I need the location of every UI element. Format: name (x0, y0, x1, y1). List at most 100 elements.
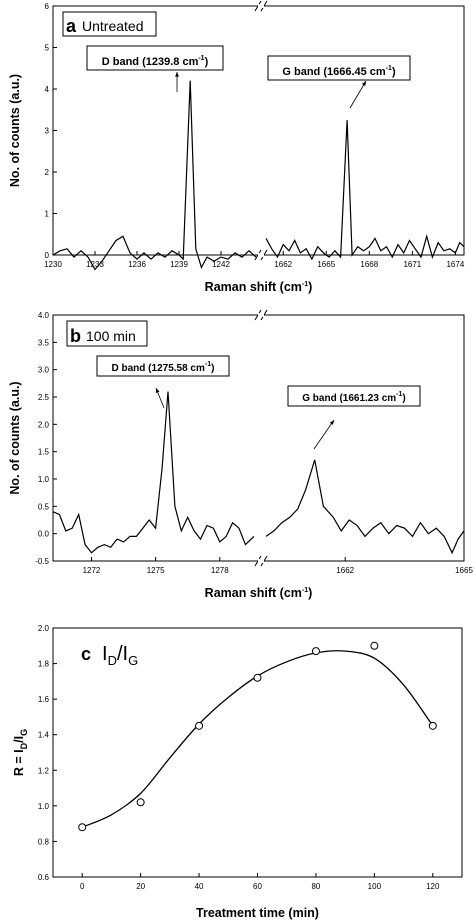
band-label-close: ) (211, 363, 214, 374)
band-label-sup: -1 (396, 391, 402, 398)
axis-break-gap (258, 253, 264, 257)
x-tick-label: 1665 (317, 260, 335, 269)
x-axis-label-text: Raman shift (cm (205, 280, 302, 294)
x-tick-label: 60 (253, 882, 262, 891)
plot-frame (52, 314, 465, 562)
panel-label: b (70, 326, 81, 346)
title-part: /I (117, 643, 128, 665)
arrow-head (362, 81, 366, 86)
x-tick-label: 100 (368, 882, 382, 891)
title-part: I (102, 643, 108, 665)
arrow-head (329, 420, 334, 425)
data-point (195, 721, 204, 730)
band-label: D band (1239.8 cm-1) (102, 55, 209, 68)
x-tick-label: 1242 (212, 260, 230, 269)
data-point (253, 673, 262, 682)
y-tick-label: 6 (45, 2, 50, 11)
title-sub: D (108, 653, 117, 668)
x-tick-label: 20 (136, 882, 145, 891)
band-label-box (287, 385, 421, 407)
panel-a: 0 1 2 3 4 5 6 1230 1233 1236 1239 1242 1662 1665 1668 1… (8, 0, 465, 294)
x-axis-label-close: ) (308, 280, 312, 294)
y-tick-label: 5 (45, 44, 50, 53)
x-tick-label: 1671 (403, 260, 421, 269)
data-point (428, 721, 437, 730)
x-tick-label: 1278 (211, 566, 229, 575)
x-tick-label: 1662 (274, 260, 292, 269)
data-point (311, 647, 320, 656)
x-axis-label-sup: -1 (302, 587, 308, 594)
panel-title: Untreated (82, 18, 143, 34)
panel-label: a (66, 16, 77, 36)
y-tick-label: 2.0 (38, 420, 50, 429)
band-label-box (96, 355, 230, 377)
spectrum-line (52, 391, 255, 554)
ylabel-part: /I (12, 736, 26, 743)
band-label-close: ) (392, 66, 396, 78)
x-tick-label: 1275 (147, 566, 165, 575)
y-tick-label: 2.5 (38, 393, 50, 402)
data-point (78, 823, 87, 832)
x-tick-label: 1236 (128, 260, 146, 269)
y-tick-label: 1 (45, 210, 50, 219)
band-label-text: G band (1666.45 cm (282, 66, 386, 78)
y-axis-label: No. of counts (a.u.) (8, 381, 22, 494)
y-tick-label: 2 (45, 168, 50, 177)
y-tick-label: 3 (45, 127, 50, 136)
band-label-text: G band (1661.23 cm (302, 393, 396, 404)
y-tick-label: 0.8 (38, 837, 50, 846)
y-tick-label: 1.4 (38, 731, 50, 740)
ylabel-part: R = I (12, 749, 26, 776)
y-tick-label: -0.5 (35, 557, 49, 566)
band-label: D band (1275.58 cm-1) (112, 361, 215, 374)
title-sub: G (128, 653, 138, 668)
y-tick-label: 4.0 (38, 311, 50, 320)
y-axis-label: No. of counts (a.u.) (8, 74, 22, 187)
y-tick-label: 3.5 (38, 338, 50, 347)
panel-label-box (66, 320, 148, 347)
y-axis-label: R = ID/IG (12, 729, 29, 776)
y-tick-label: 1.6 (38, 695, 50, 704)
panel-c: 0.6 0.8 1.0 1.2 1.4 1.6 1.8 2.0 0 20 40 60 80 100 120 c… (12, 624, 463, 920)
x-tick-label: 0 (80, 882, 85, 891)
axis-break-gap (258, 4, 264, 8)
axis-break-gap (258, 313, 264, 317)
ylabel-sub: D (19, 742, 29, 749)
panel-b: -0.5 0.0 0.5 1.0 1.5 2.0 2.5 3.0 3.5 4.0 1272 1275 1… (8, 309, 473, 600)
y-tick-label: 0.6 (38, 873, 50, 882)
x-tick-label: 40 (195, 882, 204, 891)
x-tick-label: 120 (426, 882, 440, 891)
arrow-head (175, 72, 179, 77)
x-tick-label: 1233 (86, 260, 104, 269)
x-axis-label: Raman shift (cm-1) (205, 586, 313, 600)
spectrum-line (52, 80, 257, 271)
spectrum-line (265, 120, 465, 261)
y-tick-label: 0.0 (38, 530, 50, 539)
plot-frame (52, 5, 465, 256)
band-label-close: ) (402, 393, 405, 404)
x-tick-label: 1230 (44, 260, 62, 269)
x-axis-label-text: Raman shift (cm (205, 586, 302, 600)
band-label-sup: -1 (205, 361, 211, 368)
band-label-box (86, 45, 224, 71)
band-label-close: ) (205, 56, 209, 68)
x-tick-label: 1239 (170, 260, 188, 269)
panel-title: 100 min (86, 328, 136, 344)
x-tick-label: 1665 (455, 566, 473, 575)
x-tick-label: 1662 (336, 566, 354, 575)
arrow-line (349, 80, 367, 109)
x-tick-label: 1272 (83, 566, 101, 575)
band-label-text: D band (1239.8 cm (102, 56, 199, 68)
x-tick-label: 80 (311, 882, 320, 891)
y-tick-label: 3.0 (38, 366, 50, 375)
band-label-sup: -1 (198, 55, 204, 62)
band-label-sup: -1 (386, 65, 392, 72)
x-axis-label: Raman shift (cm-1) (205, 280, 313, 294)
spectrum-line (265, 459, 465, 555)
data-point (370, 641, 379, 650)
x-axis-label: Treatment time (min) (196, 906, 319, 920)
panel-label: c (81, 644, 91, 664)
x-tick-label: 1674 (446, 260, 464, 269)
x-tick-label: 1668 (360, 260, 378, 269)
